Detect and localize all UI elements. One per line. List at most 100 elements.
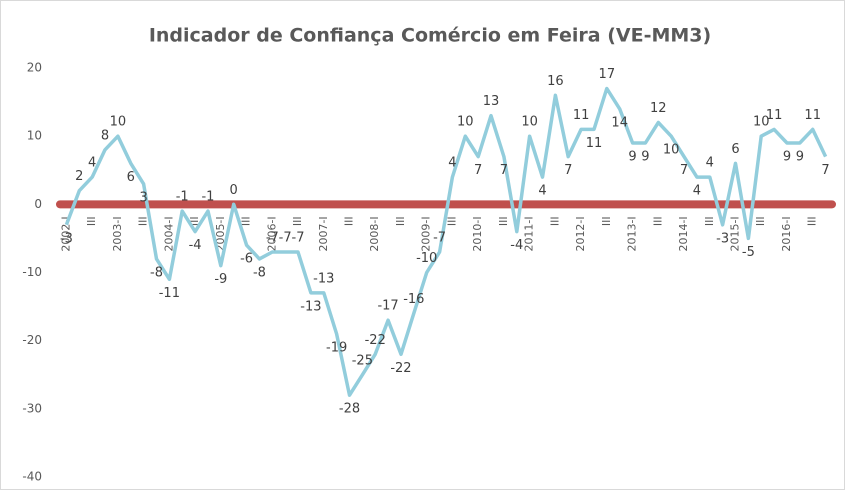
x-tick-label: 2013-I xyxy=(626,216,639,251)
data-label: 10 xyxy=(457,115,474,130)
x-tick-label: 2003-I xyxy=(111,216,124,251)
data-label: -7 xyxy=(279,231,292,246)
x-tick-label: III xyxy=(754,216,767,226)
data-label: 10 xyxy=(753,115,770,130)
x-tick-label: 2015-I xyxy=(729,216,742,251)
data-label: 7 xyxy=(564,163,572,178)
data-label: -10 xyxy=(416,251,437,266)
data-label: -8 xyxy=(150,265,163,280)
x-tick-label: III xyxy=(445,216,458,226)
data-label: -8 xyxy=(253,265,266,280)
data-label: -7 xyxy=(433,231,446,246)
data-label: -6 xyxy=(240,252,253,267)
data-line xyxy=(64,86,828,397)
data-label: -7 xyxy=(266,231,279,246)
data-label: 11 xyxy=(573,108,590,123)
data-label: -22 xyxy=(390,361,411,376)
x-tick-label: III xyxy=(806,216,819,226)
data-label: 2 xyxy=(75,169,83,184)
x-tick-label: 2004-I xyxy=(162,216,175,251)
x-tick-label: III xyxy=(343,216,356,226)
data-label: 9 xyxy=(628,149,636,164)
y-tick-label: -40 xyxy=(22,470,42,484)
data-label: 6 xyxy=(731,142,739,157)
y-tick-label: 0 xyxy=(34,197,42,211)
data-label: 4 xyxy=(693,184,701,199)
data-label: -13 xyxy=(300,299,321,314)
y-tick-label: 20 xyxy=(27,61,42,75)
x-tick-label: 2009-I xyxy=(420,216,433,251)
y-tick-label: -10 xyxy=(22,265,42,279)
x-tick-label: 2006-I xyxy=(265,216,278,251)
data-label: -28 xyxy=(339,402,360,417)
data-label: -16 xyxy=(403,292,424,307)
x-tick-label: 2016-I xyxy=(780,216,793,251)
data-label: -13 xyxy=(313,271,334,286)
data-label: -4 xyxy=(510,238,523,253)
data-label: 17 xyxy=(599,67,616,82)
data-label: 14 xyxy=(611,115,628,130)
data-label: 7 xyxy=(821,163,829,178)
y-tick-label: -20 xyxy=(22,333,42,347)
data-label: -4 xyxy=(189,238,202,253)
data-label: -25 xyxy=(352,353,373,368)
x-tick-label: III xyxy=(548,216,561,226)
data-label: 8 xyxy=(101,128,109,143)
data-label: 9 xyxy=(641,149,649,164)
x-tick-label: 2011-I xyxy=(523,216,536,251)
data-label: -3 xyxy=(60,231,73,246)
data-label: 13 xyxy=(483,94,500,109)
data-label: 10 xyxy=(663,143,680,158)
y-tick-label: 10 xyxy=(27,129,42,143)
data-label: -1 xyxy=(201,190,214,205)
x-tick-label: III xyxy=(188,216,201,226)
data-label: 0 xyxy=(230,183,238,198)
x-tick-label: 2002-I xyxy=(59,216,72,251)
data-label: 4 xyxy=(448,156,456,171)
data-label: 11 xyxy=(586,136,603,151)
x-tick-label: III xyxy=(600,216,613,226)
data-label: 6 xyxy=(127,170,135,185)
data-label: -17 xyxy=(377,299,398,314)
data-label: 7 xyxy=(500,163,508,178)
data-label: 4 xyxy=(538,184,546,199)
x-tick-label: III xyxy=(240,216,253,226)
data-label: 7 xyxy=(474,163,482,178)
data-label: 16 xyxy=(547,74,564,89)
data-label: -5 xyxy=(742,245,755,260)
chart-title: Indicador de Confiança Comércio em Feira… xyxy=(149,25,711,47)
x-tick-label: III xyxy=(394,216,407,226)
data-label: 10 xyxy=(110,115,127,130)
data-label: 4 xyxy=(706,156,714,171)
x-tick-label: 2010-I xyxy=(471,216,484,251)
data-label: -22 xyxy=(365,333,386,348)
data-label: 3 xyxy=(139,190,147,205)
x-tick-label: III xyxy=(703,216,716,226)
x-tick-label: III xyxy=(291,216,304,226)
data-label: 9 xyxy=(783,149,791,164)
x-tick-label: III xyxy=(137,216,150,226)
x-tick-label: III xyxy=(85,216,98,226)
x-tick-label: 2014-I xyxy=(677,216,690,251)
x-tick-label: 2007-I xyxy=(317,216,330,251)
data-label: -3 xyxy=(716,231,729,246)
x-tick-label: III xyxy=(497,216,510,226)
data-label: 7 xyxy=(680,163,688,178)
y-tick-label: -30 xyxy=(22,401,42,415)
data-label: 11 xyxy=(804,108,821,123)
data-label: 4 xyxy=(88,156,96,171)
data-label: -11 xyxy=(159,286,180,301)
data-label: -1 xyxy=(176,190,189,205)
data-label: 12 xyxy=(650,101,667,116)
x-tick-label: III xyxy=(651,216,664,226)
data-label: 10 xyxy=(521,115,538,130)
data-label: -19 xyxy=(326,340,347,355)
data-label: -7 xyxy=(292,231,305,246)
x-tick-label: 2012-I xyxy=(574,216,587,251)
data-label: 11 xyxy=(766,108,783,123)
x-tick-label: 2008-I xyxy=(368,216,381,251)
data-label: 9 xyxy=(796,149,804,164)
data-label: -9 xyxy=(214,272,227,287)
